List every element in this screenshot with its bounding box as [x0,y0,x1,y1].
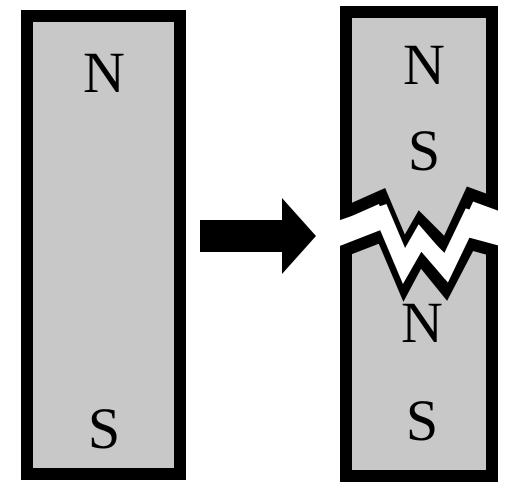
broken-magnet-bottom-piece: N S [340,228,498,482]
whole-magnet-body [21,10,186,480]
bottom-piece-body [340,228,498,482]
bottom-piece-south-label: S [406,388,438,453]
whole-magnet: N S [21,10,186,480]
top-piece-body [340,6,498,262]
zigzag-crack-icon [327,203,507,284]
bottom-piece-north-label: N [401,290,443,355]
whole-magnet-south-label: S [88,396,120,461]
top-piece-south-label: S [408,118,440,183]
right-arrow-icon [200,198,316,274]
broken-magnet-top-piece: N S [340,6,498,262]
whole-magnet-north-label: N [83,40,125,105]
top-piece-north-label: N [403,32,445,97]
